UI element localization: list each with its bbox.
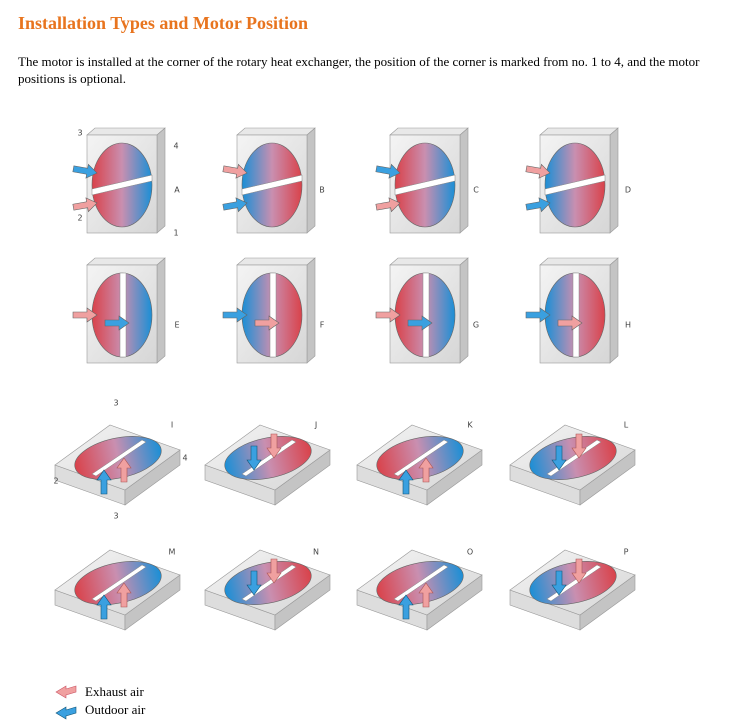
diagram-label: J <box>314 421 317 430</box>
rotor-slit <box>119 272 127 358</box>
box-side <box>156 127 166 234</box>
corner-number: 2 <box>53 477 58 486</box>
air-arrow <box>525 197 551 213</box>
diagram-label: K <box>467 421 473 430</box>
rotor-slit <box>422 272 430 358</box>
corner-number: 2 <box>77 214 82 223</box>
diagram-label: A <box>174 186 180 195</box>
box-side <box>609 127 619 234</box>
diagram-label: O <box>467 548 473 557</box>
diagram-label: N <box>313 548 319 557</box>
diagram-label: C <box>473 186 479 195</box>
rotor-slit <box>572 272 580 358</box>
air-arrow <box>96 594 112 620</box>
rotor-slit <box>91 439 147 477</box>
air-arrow <box>551 570 567 596</box>
box-top <box>236 127 316 136</box>
exhaust-arrow-icon <box>55 685 77 699</box>
diagram-label: F <box>320 321 325 330</box>
air-arrow <box>116 457 132 483</box>
air-arrow <box>72 163 98 179</box>
air-arrow <box>72 307 98 323</box>
legend-label: Outdoor air <box>85 702 146 717</box>
description: The motor is installed at the corner of … <box>18 54 700 86</box>
corner-number: 1 <box>173 229 178 238</box>
box-top <box>389 127 469 136</box>
air-arrow <box>254 315 280 331</box>
diagram-label: M <box>169 548 176 557</box>
legend-label: Exhaust air <box>85 684 145 699</box>
air-arrow <box>418 457 434 483</box>
air-arrow <box>72 197 98 213</box>
air-arrow <box>407 315 433 331</box>
box-side <box>459 127 469 234</box>
diagram-label: L <box>624 421 629 430</box>
rotor-slit <box>241 174 303 196</box>
box-side <box>609 257 619 364</box>
air-arrow <box>398 594 414 620</box>
rotor-slit <box>393 564 449 602</box>
air-arrow <box>375 163 401 179</box>
diagram-label: G <box>473 321 479 330</box>
air-arrow <box>375 307 401 323</box>
page-title: Installation Types and Motor Position <box>18 13 309 33</box>
air-arrow <box>246 445 262 471</box>
rotor-slit <box>544 174 606 196</box>
diagram-label: H <box>625 321 631 330</box>
rotor-slit <box>394 174 456 196</box>
air-arrow <box>525 163 551 179</box>
air-arrow <box>266 433 282 459</box>
air-arrow <box>222 197 248 213</box>
air-arrow <box>571 558 587 584</box>
box-top <box>539 257 619 266</box>
air-arrow <box>557 315 583 331</box>
rotor-slit <box>269 272 277 358</box>
box-top <box>539 127 619 136</box>
air-arrow <box>246 570 262 596</box>
air-arrow <box>525 307 551 323</box>
box-side <box>306 127 316 234</box>
box-top <box>86 127 166 136</box>
diagram-label: I <box>171 421 173 430</box>
box-side <box>306 257 316 364</box>
box-top <box>236 257 316 266</box>
corner-number: 4 <box>182 454 187 463</box>
corner-number: 3 <box>113 512 118 521</box>
corner-number: 3 <box>77 129 82 138</box>
box-side <box>459 257 469 364</box>
rotor-slit <box>91 564 147 602</box>
air-arrow <box>398 469 414 495</box>
box-side <box>156 257 166 364</box>
diagram-label: E <box>174 321 179 330</box>
rotor-slit <box>393 439 449 477</box>
air-arrow <box>222 163 248 179</box>
air-arrow <box>116 582 132 608</box>
box-top <box>86 257 166 266</box>
diagram-label: P <box>624 548 629 557</box>
air-arrow <box>96 469 112 495</box>
diagram-label: B <box>319 186 325 195</box>
rotor-slit <box>91 174 153 196</box>
air-arrow <box>104 315 130 331</box>
corner-number: 4 <box>173 142 178 151</box>
box-top <box>389 257 469 266</box>
air-arrow <box>375 197 401 213</box>
air-arrow <box>222 307 248 323</box>
air-arrow <box>266 558 282 584</box>
air-arrow <box>571 433 587 459</box>
corner-number: 3 <box>113 399 118 408</box>
diagram-label: D <box>625 186 631 195</box>
air-arrow <box>551 445 567 471</box>
outdoor-arrow-icon <box>55 706 77 720</box>
air-arrow <box>418 582 434 608</box>
